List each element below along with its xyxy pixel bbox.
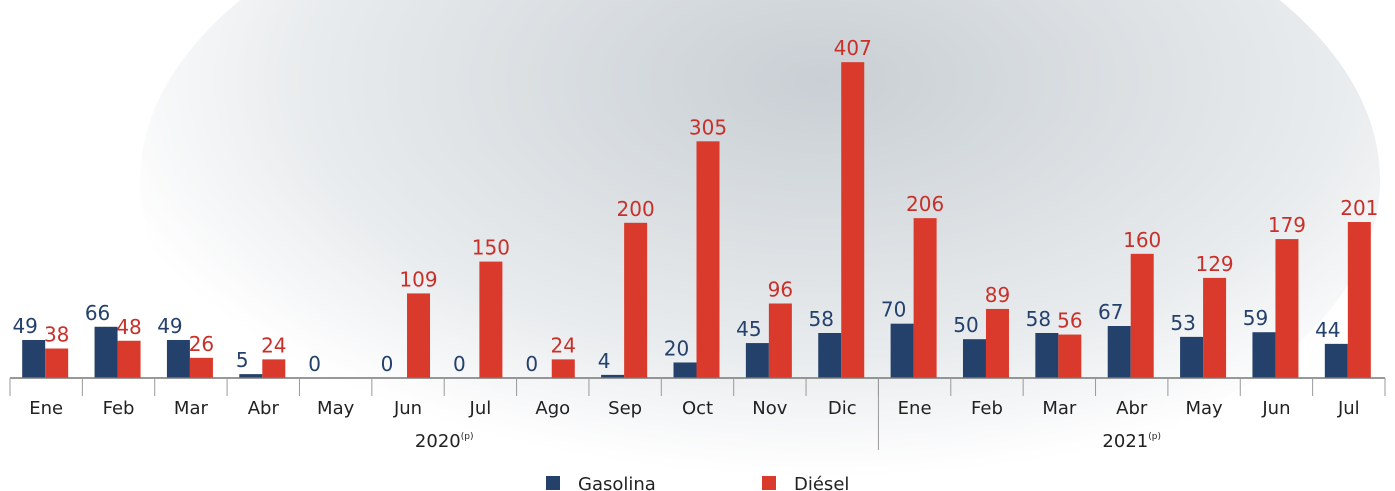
bar — [697, 141, 720, 378]
bar — [552, 359, 575, 378]
bar — [45, 349, 68, 378]
value-label: 45 — [736, 317, 761, 341]
value-label: 4 — [598, 349, 611, 373]
legend-swatch — [762, 476, 776, 490]
x-tick-label: Mar — [174, 398, 209, 419]
x-tick-label: Jun — [393, 398, 422, 419]
value-label: 58 — [1026, 307, 1051, 331]
bar — [190, 358, 213, 378]
value-label: 200 — [617, 197, 655, 221]
bar — [1325, 344, 1348, 378]
value-label: 0 — [453, 352, 466, 376]
legend-swatch — [546, 476, 560, 490]
bar — [841, 62, 864, 378]
value-label: 24 — [261, 333, 286, 357]
bar — [746, 343, 769, 378]
bar — [818, 333, 841, 378]
x-tick-label: Dic — [828, 398, 857, 419]
bar — [1180, 337, 1203, 378]
bar — [1348, 222, 1371, 378]
value-label: 49 — [157, 314, 182, 338]
value-label: 0 — [308, 352, 321, 376]
bar — [1252, 332, 1275, 378]
x-tick-label: May — [317, 398, 355, 419]
x-tick-label: Jun — [1261, 398, 1290, 419]
bar — [624, 223, 647, 378]
bar — [407, 293, 430, 378]
bar — [1108, 326, 1131, 378]
bar — [914, 218, 937, 378]
bar — [1131, 254, 1154, 378]
value-label: 206 — [906, 192, 944, 216]
group-year: 2020 — [415, 431, 461, 452]
x-tick-label: Ene — [898, 398, 932, 419]
bar — [986, 309, 1009, 378]
value-label: 201 — [1340, 196, 1378, 220]
bar — [1035, 333, 1058, 378]
bar — [479, 262, 502, 378]
value-label: 58 — [809, 307, 834, 331]
value-label: 89 — [985, 283, 1010, 307]
value-label: 160 — [1123, 228, 1161, 252]
value-label: 48 — [116, 315, 141, 339]
group-note: (p) — [1148, 432, 1161, 442]
value-label: 59 — [1243, 306, 1268, 330]
value-label: 20 — [664, 336, 689, 360]
bar — [262, 359, 285, 378]
bar — [1275, 239, 1298, 378]
value-label: 150 — [472, 236, 510, 260]
value-label: 24 — [551, 333, 576, 357]
x-tick-label: Abr — [248, 398, 280, 419]
value-label: 67 — [1098, 300, 1123, 324]
value-label: 49 — [12, 314, 37, 338]
bar — [95, 327, 118, 378]
value-label: 50 — [953, 313, 978, 337]
x-tick-label: Ago — [535, 398, 570, 419]
x-tick-label: Sep — [608, 398, 642, 419]
bar — [963, 339, 986, 378]
value-label: 26 — [189, 332, 214, 356]
value-label: 53 — [1170, 311, 1195, 335]
x-tick-label: Abr — [1116, 398, 1148, 419]
bar — [118, 341, 141, 378]
value-label: 179 — [1268, 213, 1306, 237]
value-label: 0 — [525, 352, 538, 376]
value-label: 96 — [768, 278, 793, 302]
bar — [1203, 278, 1226, 378]
value-label: 129 — [1195, 252, 1233, 276]
page: {"chart_data": {"type": "bar", "categori… — [0, 0, 1395, 491]
bar — [891, 324, 914, 378]
x-tick-label: Jul — [1337, 398, 1360, 419]
value-label: 0 — [381, 352, 394, 376]
bar — [674, 362, 697, 378]
value-label: 407 — [834, 36, 872, 60]
value-label: 44 — [1315, 318, 1340, 342]
x-tick-label: Ene — [29, 398, 63, 419]
group-note: (p) — [461, 432, 474, 442]
group-label: 2021(p) — [1102, 431, 1161, 452]
value-label: 38 — [44, 323, 69, 347]
value-label: 5 — [236, 348, 249, 372]
bar — [769, 304, 792, 378]
x-tick-label: Feb — [971, 398, 1003, 419]
bar — [167, 340, 190, 378]
bar — [22, 340, 45, 378]
chart: 4966495000042045587050586753594438482624… — [0, 0, 1395, 491]
legend-label: Diésel — [794, 474, 849, 491]
x-tick-label: Jul — [469, 398, 492, 419]
x-tick-label: Oct — [682, 398, 713, 419]
value-label: 70 — [881, 298, 906, 322]
x-tick-label: May — [1185, 398, 1223, 419]
x-tick-label: Feb — [103, 398, 135, 419]
value-label: 66 — [85, 301, 110, 325]
bar — [1058, 335, 1081, 378]
x-tick-label: Nov — [752, 398, 787, 419]
legend-label: Gasolina — [578, 474, 656, 491]
value-label: 56 — [1057, 309, 1082, 333]
value-label: 305 — [689, 115, 727, 139]
value-label: 109 — [399, 267, 437, 291]
group-year: 2021 — [1102, 431, 1148, 452]
x-tick-label: Mar — [1042, 398, 1077, 419]
